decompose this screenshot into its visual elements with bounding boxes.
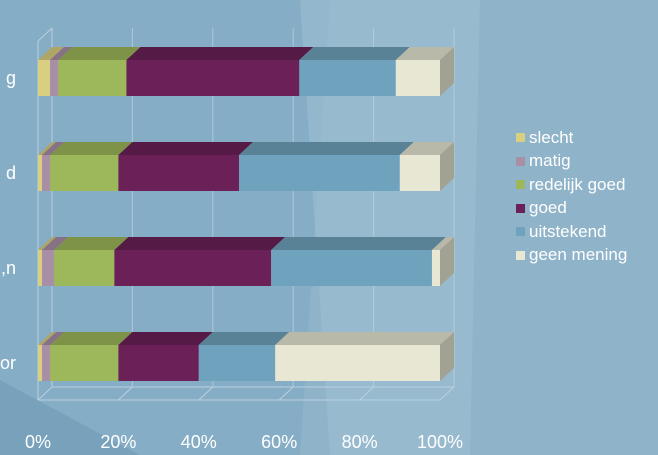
bar-2-matig-top [42,237,69,250]
bar-0-geen-mening-side [440,47,454,96]
bar-2-geen-mening-side [440,237,454,286]
x-tick-label: 100% [416,432,464,452]
bar-0-uitstekend-top [299,47,410,60]
legend-item: goed [516,197,658,221]
bar-0-geen-mening [395,60,440,96]
bar-1-goed [118,155,239,191]
bar-3-goed-top [118,332,213,345]
legend-label: redelijk goed [529,174,626,194]
legend-label: geen mening [529,245,628,265]
legend-label: goed [529,198,567,218]
bar-3-uitstekend-top [198,332,290,345]
bar-2-geen-mening [431,250,440,286]
legend-swatch [516,203,525,213]
legend-swatch [516,250,525,260]
bar-0-matig-top [50,47,73,60]
legend-swatch [516,133,525,143]
bar-3-redelijk-goed-top [50,332,133,345]
bar-3-slecht-top [38,332,57,345]
category-label: d [5,163,16,183]
bar-2-redelijk-goed-top [54,237,129,250]
x-tick-label: 20% [100,432,137,452]
bar-1-slecht-top [38,142,57,155]
bar-1-matig-top [42,142,65,155]
bar-3-uitstekend [198,345,276,381]
bar-1-geen-mening-side [440,142,454,191]
bar-2-matig [42,250,55,286]
floor-tick-100 [439,386,455,401]
category-label: g [5,68,16,88]
x-tick-label: 60% [261,432,298,452]
bar-2-goed [114,250,272,286]
bar-3-geen-mening-side [440,332,454,381]
legend-item: redelijk goed [516,173,658,197]
bar-0-slecht-top [38,47,65,60]
bar-3-matig [42,345,51,381]
bar-0-redelijk-goed-top [58,47,141,60]
bar-0-goed [126,60,300,96]
legend-label: slecht [529,127,574,147]
bar-3-goed [118,345,199,381]
bar-3-geen-mening-top [275,332,454,345]
bar-1-slecht [38,155,43,191]
legend-item: matig [516,150,658,174]
bar-0-slecht [38,60,51,96]
floor-tick-60 [278,386,294,401]
bar-1-goed-top [118,142,254,155]
bar-0-uitstekend [299,60,396,96]
legend-item: geen mening [516,244,658,268]
floor-tick-40 [198,386,214,401]
bar-0-goed-top [126,47,314,60]
floor-tick-20 [118,386,133,401]
bar-0-redelijk-goed [58,60,127,96]
bar-3-matig-top [42,332,65,345]
legend-label: uitstekend [529,221,607,241]
axis-top-edge [37,27,53,42]
bar-2-geen-mening-top [431,237,454,250]
x-tick-label: 0% [24,432,52,452]
legend-swatch [516,156,525,166]
legend-swatch [516,227,525,237]
bar-1-geen-mening [399,155,440,191]
floor-tick-80 [359,386,374,401]
bar-0-matig [50,60,59,96]
bar-3-slecht [38,345,43,381]
bar-3-redelijk-goed [50,345,119,381]
bar-3-geen-mening [275,345,440,381]
bar-1-redelijk-goed-top [50,142,133,155]
bar-0-geen-mening-top [395,47,454,60]
bar-2-uitstekend [271,250,432,286]
x-tick-label: 80% [341,432,378,452]
category-label: n, [0,258,16,278]
bar-1-matig [42,155,51,191]
bar-2-redelijk-goed [54,250,115,286]
bar-2-uitstekend-top [271,237,446,250]
legend-label: matig [529,151,571,171]
legend: slecht matig redelijk goed goed uitstekend ge… [516,126,658,267]
bar-1-uitstekend-top [239,142,414,155]
bar-2-goed-top [114,237,286,250]
bar-2-slecht-top [38,237,57,250]
bar-2-slecht [38,250,43,286]
floor-tick-0 [37,386,53,401]
x-tick-label: 40% [180,432,217,452]
category-label: or [0,353,16,373]
bar-1-geen-mening-top [399,142,454,155]
legend-item: uitstekend [516,220,658,244]
legend-swatch [516,180,525,190]
bar-1-redelijk-goed [50,155,119,191]
legend-item: slecht [516,126,658,150]
bar-1-uitstekend [239,155,400,191]
